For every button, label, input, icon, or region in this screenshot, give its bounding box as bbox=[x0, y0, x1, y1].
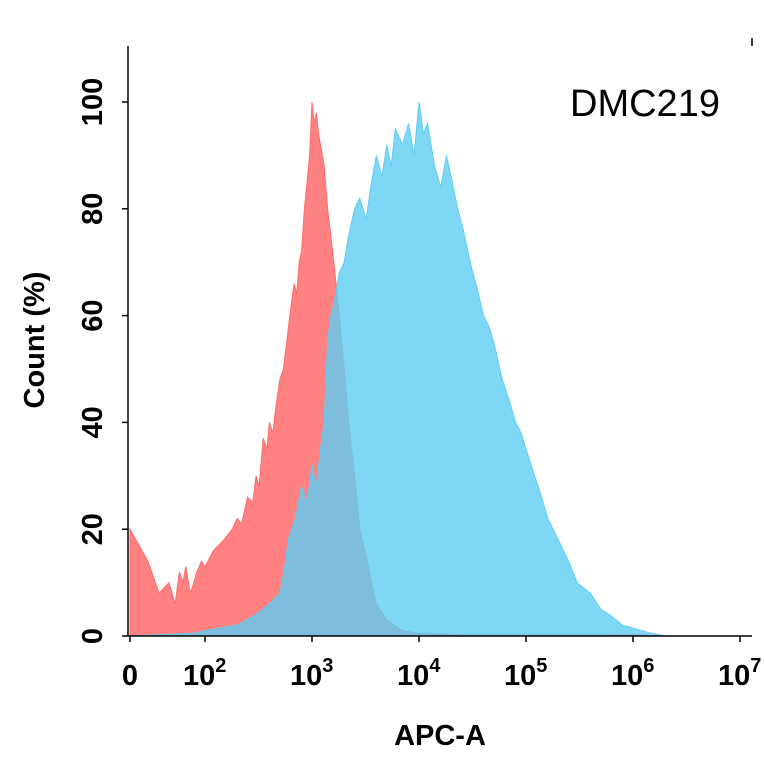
x-tick-label: 102 bbox=[183, 655, 226, 692]
x-axis-title: APC-A bbox=[394, 720, 486, 752]
y-tick-label: 0 bbox=[77, 628, 109, 644]
x-tick-label: 107 bbox=[718, 655, 761, 692]
y-axis-ticks: 0 20 40 60 80 100 bbox=[77, 78, 128, 644]
plot-area bbox=[129, 101, 666, 637]
x-tick-label: 103 bbox=[290, 655, 333, 692]
x-tick-label: 105 bbox=[504, 655, 547, 692]
y-tick-label: 80 bbox=[77, 193, 109, 225]
plot-frame bbox=[127, 38, 753, 637]
y-tick-label: 100 bbox=[77, 78, 109, 126]
x-tick-label: 0 bbox=[122, 660, 138, 692]
y-tick-label: 20 bbox=[77, 513, 109, 545]
y-axis-title: Count (%) bbox=[19, 272, 51, 409]
x-tick-label: 104 bbox=[397, 655, 441, 692]
y-tick-label: 40 bbox=[77, 406, 109, 438]
histogram-series-blue bbox=[129, 101, 666, 637]
y-tick-label: 60 bbox=[77, 299, 109, 331]
x-axis-ticks: 0 102 103 104 105 106 107 bbox=[122, 636, 761, 692]
chart-annotation: DMC219 bbox=[570, 83, 720, 125]
x-tick-label: 106 bbox=[611, 655, 654, 692]
